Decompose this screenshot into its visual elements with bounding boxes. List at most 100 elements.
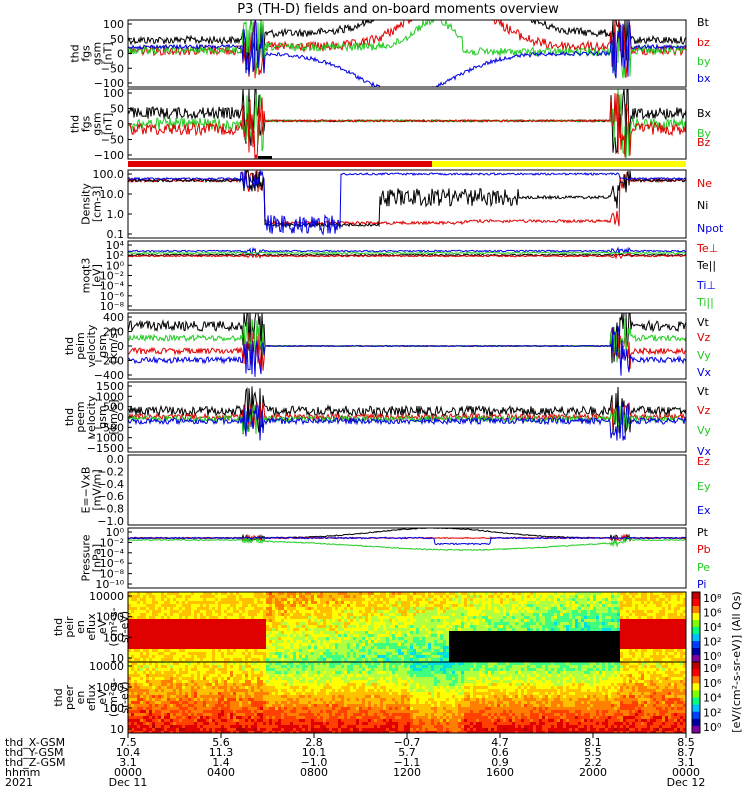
- colorbar-segment: [692, 620, 700, 628]
- ephemeris-value: 7.5: [119, 736, 137, 749]
- colorbar-frame: [691, 661, 701, 734]
- legend-item: Vy: [697, 424, 711, 437]
- y-tick-label: 10: [110, 723, 124, 736]
- ephemeris-value: 5.7: [398, 746, 416, 759]
- y-axis-label: [km/s]: [107, 328, 120, 363]
- ephemeris-value: 2.8: [305, 736, 323, 749]
- panel-peer: 10000 1000 100 10 thdpeerenefluxeV(cm²-s-sr-…: [52, 660, 687, 736]
- y-axis-label: thd: [69, 44, 82, 62]
- y-tick-label: 100: [103, 631, 124, 644]
- ephemeris-value: 0400: [207, 766, 235, 779]
- colorbar-segment: [692, 676, 700, 684]
- legend-item: Ex: [697, 504, 711, 517]
- ephemeris-value: 2000: [579, 766, 607, 779]
- mode-bar-yellow: [432, 161, 686, 167]
- ephemeris-value: 3.1: [119, 756, 137, 769]
- y-tick-label: 0: [117, 118, 124, 131]
- colorbar-segment: [692, 690, 700, 698]
- y-axis-label: fgs: [80, 45, 93, 62]
- y-tick-label: 50: [110, 103, 124, 116]
- y-tick-label: −500: [94, 421, 124, 434]
- series-Te-perp: [128, 252, 686, 260]
- legend-item: Pt: [697, 526, 709, 539]
- y-tick-label: 1000: [96, 681, 124, 694]
- colorbar-tick: 10²: [703, 636, 721, 649]
- colorbar-segment: [692, 627, 700, 635]
- plot-area-peer: [128, 662, 686, 733]
- colorbar-segment: [692, 648, 700, 656]
- legend-item: Ey: [697, 480, 711, 493]
- y-tick-label: −200: [94, 355, 124, 368]
- y-axis-label: velocity: [85, 395, 98, 438]
- ephemeris-value: 5.6: [212, 736, 230, 749]
- y-axis-label: thd: [52, 688, 65, 706]
- series-Vy: [128, 318, 686, 363]
- y-tick-label: 10²: [106, 249, 124, 262]
- colorbar-segment: [692, 669, 700, 677]
- y-tick-label: −0.8: [97, 503, 124, 516]
- y-tick-label: 1000: [96, 611, 124, 624]
- colorbar-tick: 10⁶: [703, 677, 722, 690]
- y-tick-label: 0: [117, 340, 124, 353]
- y-axis-label: gsm: [96, 334, 109, 357]
- y-axis-label: gsm: [96, 405, 109, 428]
- series-by: [128, 20, 686, 79]
- legend-item: Pe: [697, 561, 710, 574]
- legend-item: Vz: [697, 331, 711, 344]
- y-tick-label: 10⁴: [106, 239, 125, 252]
- ephemeris-value: Dec 12: [667, 776, 706, 789]
- y-tick-label: 200: [103, 326, 124, 339]
- ephemeris-value: 1600: [486, 766, 514, 779]
- plot-area-fgs: [128, 20, 686, 87]
- y-axis-label: en: [74, 691, 87, 705]
- y-axis-label: [nPa]: [91, 544, 104, 572]
- y-tick-label: 10⁻⁴: [100, 280, 125, 293]
- legend-item: Npot: [697, 222, 724, 235]
- series-Vz: [128, 327, 686, 371]
- colorbar-segment: [692, 599, 700, 607]
- y-axis-label: fgs: [80, 115, 93, 132]
- colorbar-segment: [692, 725, 700, 734]
- legend-item: by: [697, 55, 711, 68]
- y-tick-label: 10⁻⁸: [100, 300, 125, 313]
- series-bz: [128, 20, 686, 79]
- y-tick-label: 0: [117, 411, 124, 424]
- y-tick-label: 10000: [89, 660, 124, 673]
- y-axis-label: [cm-3]: [91, 186, 104, 222]
- panel-density: 100.0 10.0 1.0 0.1 Density[cm-3] Ne Ni Npot: [80, 168, 724, 241]
- y-tick-label: −50: [101, 62, 124, 75]
- y-axis-label: gsm: [91, 42, 104, 65]
- colorbar-tick: 10⁰: [703, 721, 722, 734]
- colorbar-segment: [692, 641, 700, 649]
- ephemeris-value: 11.3: [209, 746, 234, 759]
- series-Vt: [128, 386, 686, 435]
- y-tick-label: −1.0: [97, 515, 124, 528]
- ephemeris-row-label: thd_Y-GSM: [5, 746, 64, 759]
- y-tick-label: 10⁻⁴: [100, 547, 125, 560]
- y-axis-label: (cm²-s-: [107, 678, 120, 717]
- legend-item: Ez: [697, 455, 710, 468]
- series-Pt: [128, 528, 686, 542]
- colorbar-segment: [692, 697, 700, 706]
- series-Ne: [128, 170, 686, 227]
- ephemeris-row-label: thd_Z-GSM: [5, 756, 65, 769]
- efield-ticks: 0.0−0.2−0.4−0.6−0.8−1.0: [97, 453, 124, 528]
- y-axis-label: sr-eV): [118, 681, 131, 713]
- y-axis-label: thd: [69, 115, 82, 133]
- y-axis-label: E=−VxB: [80, 467, 93, 514]
- colorbar-label: [eV/(cm²-s-sr-eV)] (All Qs): [730, 591, 743, 732]
- legend-item: bz: [697, 36, 710, 49]
- panel-frame: [127, 527, 687, 589]
- ephemeris-value: 2.2: [584, 756, 602, 769]
- y-tick-label: 10.0: [100, 188, 125, 201]
- y-axis-label: Pressure: [80, 534, 93, 581]
- y-axis-label: thd: [63, 408, 76, 426]
- ephemeris-value: Dec 11: [109, 776, 148, 789]
- mode-bar-marker: [258, 156, 272, 159]
- y-tick-label: 10⁻²: [100, 536, 124, 549]
